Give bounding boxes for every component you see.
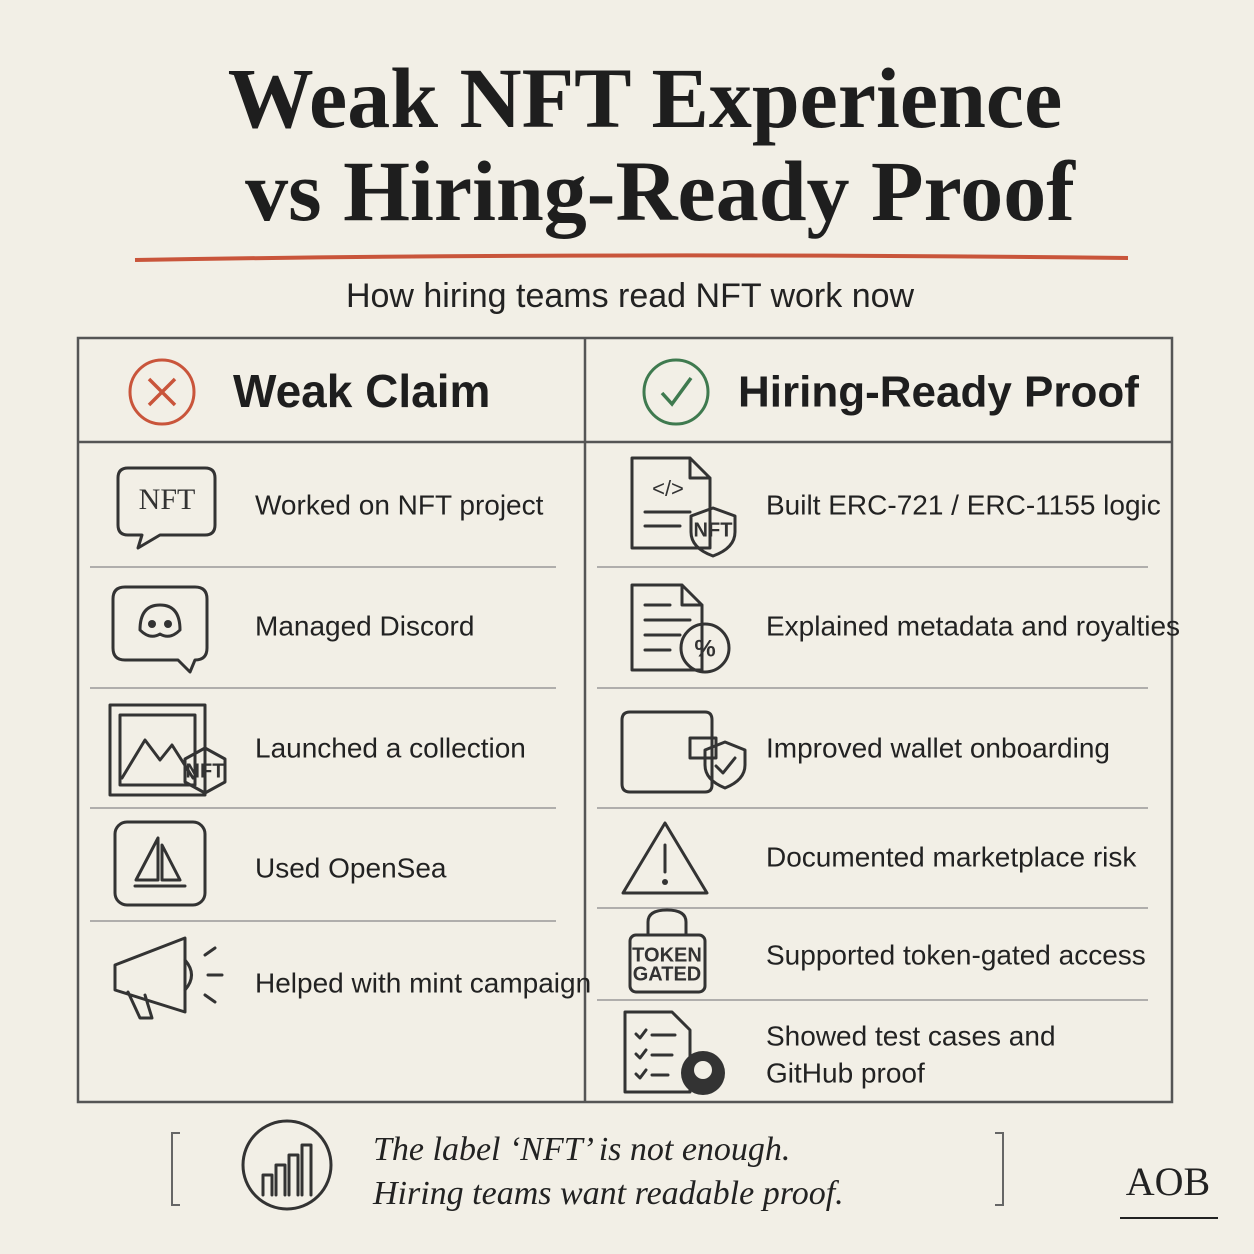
nft-bubble-icon: NFT bbox=[116, 466, 217, 550]
proof-text: Explained metadata and royalties bbox=[766, 610, 1180, 641]
claim-text: Worked on NFT project bbox=[255, 489, 544, 520]
footer-quote: Hiring teams want readable proof. bbox=[372, 1175, 844, 1212]
row-separators bbox=[90, 566, 1148, 1001]
proof-text: Documented marketplace risk bbox=[766, 841, 1137, 872]
claim-text: Helped with mint campaign bbox=[255, 967, 591, 998]
code-doc-icon: </> NFT bbox=[630, 456, 737, 558]
chart-icon bbox=[241, 1119, 333, 1211]
column-heading: Hiring-Ready Proof bbox=[738, 368, 1139, 417]
check-icon bbox=[642, 358, 710, 426]
claim-text: Managed Discord bbox=[255, 610, 474, 641]
opensea-icon bbox=[113, 820, 207, 907]
token-lock-icon: TOKEN GATED bbox=[628, 908, 707, 994]
collection-icon: NFT bbox=[108, 703, 227, 797]
proof-text: GitHub proof bbox=[766, 1057, 925, 1088]
brackets bbox=[171, 1132, 1004, 1206]
proof-text: Built ERC-721 / ERC-1155 logic bbox=[766, 489, 1161, 520]
table-frame bbox=[76, 336, 1174, 1104]
warning-icon bbox=[621, 821, 709, 895]
brand: AOB bbox=[1126, 1159, 1210, 1204]
footer-quote: The label ‘NFT’ is not enough. bbox=[373, 1131, 790, 1168]
svg-text:GATED: GATED bbox=[633, 963, 702, 985]
check-icon bbox=[660, 376, 693, 407]
proof-text: Improved wallet onboarding bbox=[766, 732, 1110, 763]
svg-text:%: % bbox=[694, 635, 715, 662]
discord-icon bbox=[111, 585, 209, 674]
x-icon bbox=[128, 358, 196, 426]
svg-text:NFT: NFT bbox=[186, 760, 225, 782]
wallet-icon bbox=[620, 710, 747, 794]
claim-text: Launched a collection bbox=[255, 732, 526, 763]
title: vs Hiring-Ready Proof bbox=[245, 143, 1076, 239]
svg-text:NFT: NFT bbox=[139, 483, 196, 516]
column-heading: Weak Claim bbox=[233, 365, 490, 417]
claim-text: Used OpenSea bbox=[255, 852, 447, 883]
subtitle: How hiring teams read NFT work now bbox=[346, 277, 915, 315]
metadata-doc-icon: % bbox=[630, 583, 731, 674]
svg-text:</>: </> bbox=[652, 476, 684, 501]
megaphone-icon bbox=[113, 936, 224, 1020]
svg-text:NFT: NFT bbox=[694, 519, 733, 541]
underline bbox=[134, 253, 1129, 262]
proof-text: Supported token-gated access bbox=[766, 939, 1146, 970]
checklist-icon bbox=[623, 1010, 725, 1095]
title: Weak NFT Experience bbox=[228, 50, 1062, 146]
svg-text:TOKEN: TOKEN bbox=[632, 944, 702, 966]
proof-text: Showed test cases and bbox=[766, 1020, 1056, 1051]
x-icon bbox=[147, 377, 177, 407]
